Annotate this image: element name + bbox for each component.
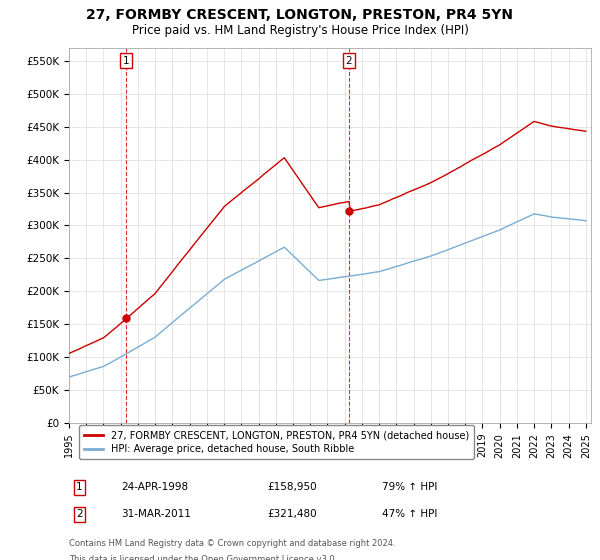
Legend: 27, FORMBY CRESCENT, LONGTON, PRESTON, PR4 5YN (detached house), HPI: Average pr: 27, FORMBY CRESCENT, LONGTON, PRESTON, P… [79, 425, 474, 459]
Text: 2: 2 [346, 56, 352, 66]
Text: £158,950: £158,950 [268, 483, 317, 492]
Text: 1: 1 [123, 56, 130, 66]
Text: 24-APR-1998: 24-APR-1998 [121, 483, 188, 492]
Text: £321,480: £321,480 [268, 509, 317, 519]
Text: 79% ↑ HPI: 79% ↑ HPI [382, 483, 437, 492]
Text: 27, FORMBY CRESCENT, LONGTON, PRESTON, PR4 5YN: 27, FORMBY CRESCENT, LONGTON, PRESTON, P… [86, 8, 514, 22]
Text: 47% ↑ HPI: 47% ↑ HPI [382, 509, 437, 519]
Text: 1: 1 [76, 483, 83, 492]
Text: Price paid vs. HM Land Registry's House Price Index (HPI): Price paid vs. HM Land Registry's House … [131, 24, 469, 36]
Text: This data is licensed under the Open Government Licence v3.0.: This data is licensed under the Open Gov… [69, 556, 337, 560]
Text: 31-MAR-2011: 31-MAR-2011 [121, 509, 191, 519]
Text: Contains HM Land Registry data © Crown copyright and database right 2024.: Contains HM Land Registry data © Crown c… [69, 539, 395, 548]
Text: 2: 2 [76, 509, 83, 519]
